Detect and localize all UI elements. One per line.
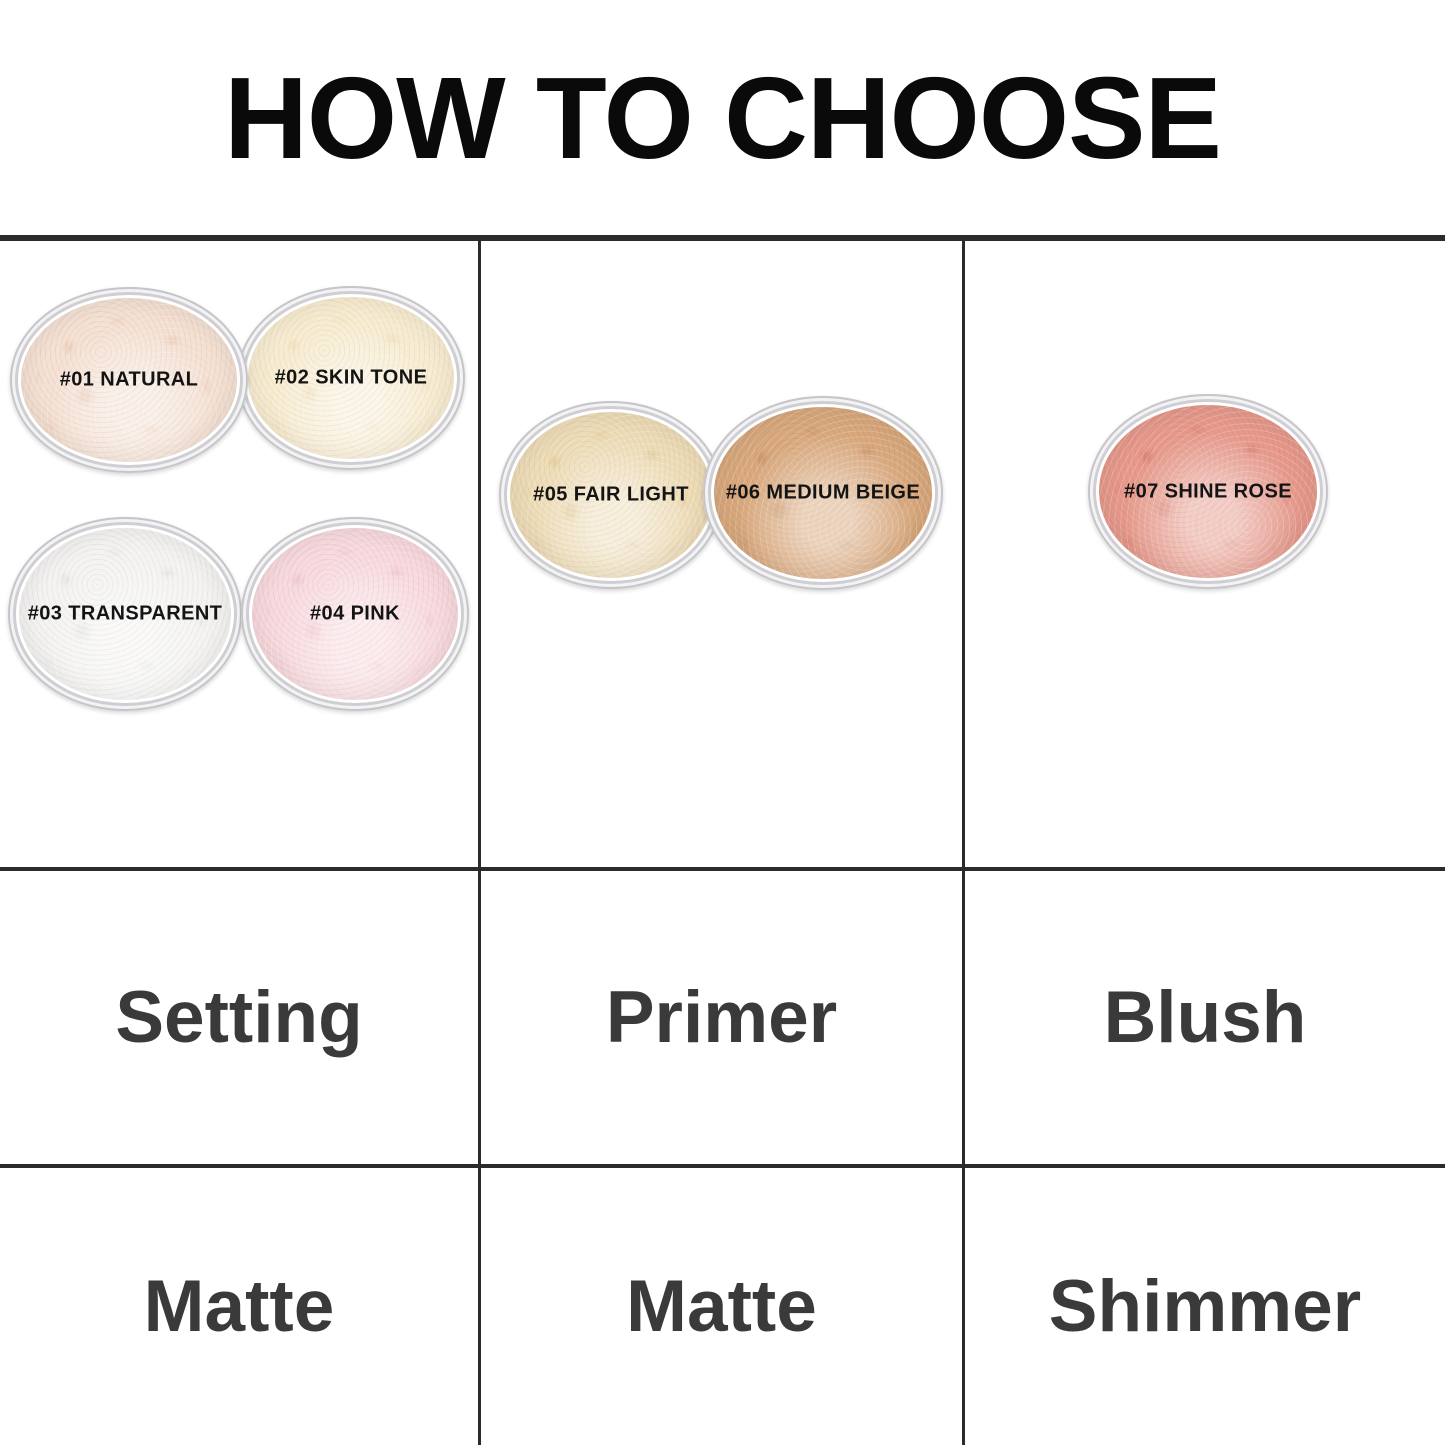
powder-jar-06: #06 MEDIUM BEIGE xyxy=(703,396,943,590)
powder-surface xyxy=(714,407,932,579)
finish-cell-shimmer: Shimmer xyxy=(965,1168,1445,1445)
use-cell-primer: Primer xyxy=(481,871,965,1168)
powder-shade-label: #05 FAIR LIGHT xyxy=(533,483,689,506)
powder-jar-07: #07 SHINE ROSE xyxy=(1088,394,1328,589)
powder-shade-label: #02 SKIN TONE xyxy=(274,366,428,389)
use-label: Setting xyxy=(115,977,363,1058)
powder-surface xyxy=(21,298,237,462)
finish-label: Matte xyxy=(626,1266,817,1347)
comparison-table: #01 NATURAL #02 SKIN TONE #03 TRANSPAREN… xyxy=(0,235,1445,1445)
use-label: Blush xyxy=(1103,977,1307,1058)
shade-cell-blush: #07 SHINE ROSE xyxy=(965,241,1445,871)
powder-surface xyxy=(248,297,454,459)
use-cell-blush: Blush xyxy=(965,871,1445,1168)
powder-shade-label: #04 PINK xyxy=(310,602,400,625)
powder-jar-02: #02 SKIN TONE xyxy=(237,286,465,470)
powder-surface xyxy=(19,528,231,700)
shade-cell-primer: #05 FAIR LIGHT #06 MEDIUM BEIGE xyxy=(481,241,965,871)
finish-label: Matte xyxy=(143,1266,335,1347)
powder-surface xyxy=(510,412,712,578)
shade-cell-setting: #01 NATURAL #02 SKIN TONE #03 TRANSPAREN… xyxy=(0,241,481,871)
powder-jar-03: #03 TRANSPARENT xyxy=(8,517,242,711)
page-title: HOW TO CHOOSE xyxy=(224,52,1222,183)
powder-shade-label: #07 SHINE ROSE xyxy=(1124,480,1292,502)
use-cell-setting: Setting xyxy=(0,871,481,1168)
finish-cell-primer: Matte xyxy=(481,1168,965,1445)
powder-shade-label: #03 TRANSPARENT xyxy=(27,602,223,625)
powder-surface xyxy=(1099,405,1317,578)
finish-cell-setting: Matte xyxy=(0,1168,481,1445)
powder-jar-05: #05 FAIR LIGHT xyxy=(499,401,723,589)
finish-label: Shimmer xyxy=(1048,1266,1362,1347)
powder-surface xyxy=(252,528,458,700)
header: HOW TO CHOOSE xyxy=(0,0,1445,235)
powder-jar-01: #01 NATURAL xyxy=(10,287,248,473)
powder-shade-label: #06 MEDIUM BEIGE xyxy=(725,481,921,504)
powder-shade-label: #01 NATURAL xyxy=(59,368,199,391)
use-label: Primer xyxy=(605,977,838,1058)
powder-jar-04: #04 PINK xyxy=(241,517,469,711)
